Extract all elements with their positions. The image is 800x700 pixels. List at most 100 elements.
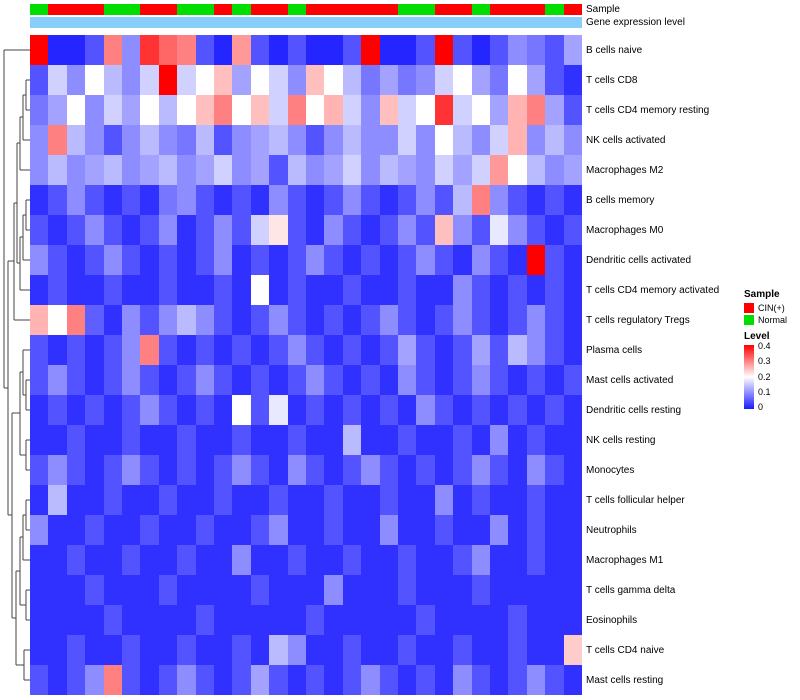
heatmap-cell bbox=[158, 455, 178, 485]
heatmap-cell bbox=[195, 575, 214, 605]
heatmap-cell bbox=[471, 425, 490, 455]
legend-level-block: Level 0.4 0.3 0.2 0.1 0 bbox=[744, 331, 787, 412]
heatmap-grid bbox=[30, 35, 582, 695]
heatmap-cell bbox=[397, 485, 417, 515]
heatmap-cell bbox=[66, 95, 86, 125]
heatmap-cell bbox=[269, 575, 288, 605]
heatmap-cell bbox=[121, 575, 141, 605]
heatmap-cell bbox=[140, 185, 159, 215]
heatmap-cell bbox=[30, 545, 49, 575]
row-label: Macrophages M2 bbox=[586, 164, 664, 176]
heatmap-cell bbox=[30, 635, 49, 665]
heatmap-cell bbox=[269, 515, 288, 545]
heatmap-cell bbox=[269, 335, 288, 365]
row-label: T cells follicular helper bbox=[586, 494, 685, 506]
heatmap-cell bbox=[305, 155, 325, 185]
heatmap-cell bbox=[195, 305, 214, 335]
heatmap-cell bbox=[324, 455, 343, 485]
heatmap-cell bbox=[30, 245, 49, 275]
heatmap-cell bbox=[489, 665, 509, 695]
heatmap-cell bbox=[158, 575, 178, 605]
heatmap-cell bbox=[30, 35, 49, 65]
heatmap-cell bbox=[526, 155, 546, 185]
heatmap-cell bbox=[195, 185, 214, 215]
heatmap-cell bbox=[453, 65, 472, 95]
heatmap-cell bbox=[508, 395, 527, 425]
heatmap-cell bbox=[30, 485, 49, 515]
heatmap-cell bbox=[563, 305, 582, 335]
heatmap-cell bbox=[85, 155, 104, 185]
heatmap-cell bbox=[250, 245, 270, 275]
heatmap-cell bbox=[305, 185, 325, 215]
heatmap-cell bbox=[103, 635, 122, 665]
heatmap-cell bbox=[526, 395, 546, 425]
heatmap-cell bbox=[489, 635, 509, 665]
row-label: T cells gamma delta bbox=[586, 584, 676, 596]
heatmap-cell bbox=[287, 365, 306, 395]
heatmap-cell bbox=[526, 485, 546, 515]
heatmap-cell bbox=[416, 335, 435, 365]
heatmap-cell bbox=[195, 395, 214, 425]
heatmap-cell bbox=[397, 185, 417, 215]
heatmap-cell bbox=[177, 605, 196, 635]
heatmap-cell bbox=[342, 575, 362, 605]
heatmap-cell bbox=[103, 665, 122, 695]
heatmap-cell bbox=[361, 35, 380, 65]
heatmap-cell bbox=[416, 545, 435, 575]
heatmap-cell bbox=[545, 215, 564, 245]
sample-annotation-segment bbox=[398, 4, 417, 15]
heatmap-cell bbox=[471, 635, 490, 665]
heatmap-cell bbox=[508, 425, 527, 455]
heatmap-cell bbox=[103, 155, 122, 185]
sample-annotation-segment bbox=[232, 4, 251, 15]
heatmap-cell bbox=[397, 515, 417, 545]
heatmap-cell bbox=[48, 65, 67, 95]
row-label: T cells regulatory Tregs bbox=[586, 314, 690, 326]
heatmap-cell bbox=[269, 395, 288, 425]
heatmap-cell bbox=[361, 515, 380, 545]
heatmap-cell bbox=[508, 335, 527, 365]
heatmap-cell bbox=[453, 365, 472, 395]
heatmap-cell bbox=[489, 545, 509, 575]
heatmap-cell bbox=[416, 215, 435, 245]
heatmap-cell bbox=[471, 485, 490, 515]
heatmap-cell bbox=[48, 185, 67, 215]
heatmap-cell bbox=[232, 215, 251, 245]
heatmap-cell bbox=[287, 575, 306, 605]
heatmap-cell bbox=[416, 425, 435, 455]
heatmap-cell bbox=[563, 95, 582, 125]
heatmap-cell bbox=[30, 665, 49, 695]
heatmap-cell bbox=[471, 35, 490, 65]
sample-annotation-segment bbox=[269, 4, 288, 15]
heatmap-cell bbox=[140, 65, 159, 95]
heatmap-cell bbox=[379, 125, 398, 155]
heatmap-cell bbox=[121, 305, 141, 335]
heatmap-cell bbox=[287, 635, 306, 665]
heatmap-cell bbox=[287, 545, 306, 575]
heatmap-cell bbox=[453, 245, 472, 275]
heatmap-cell bbox=[140, 485, 159, 515]
heatmap-cell bbox=[416, 605, 435, 635]
heatmap-cell bbox=[232, 635, 251, 665]
heatmap-cell bbox=[342, 605, 362, 635]
heatmap-cell bbox=[379, 545, 398, 575]
heatmap-cell bbox=[397, 455, 417, 485]
heatmap-cell bbox=[158, 665, 178, 695]
heatmap-cell bbox=[361, 485, 380, 515]
heatmap-cell bbox=[213, 245, 233, 275]
heatmap-cell bbox=[361, 425, 380, 455]
level-tick-label: 0.4 bbox=[758, 341, 771, 351]
heatmap-cell bbox=[416, 155, 435, 185]
heatmap-cell bbox=[324, 665, 343, 695]
heatmap-cell bbox=[545, 485, 564, 515]
heatmap-cell bbox=[526, 335, 546, 365]
row-label: Dendritic cells activated bbox=[586, 254, 692, 266]
heatmap-cell bbox=[48, 635, 67, 665]
heatmap-cell bbox=[545, 395, 564, 425]
heatmap-cell bbox=[361, 275, 380, 305]
heatmap-cell bbox=[342, 215, 362, 245]
heatmap-cell bbox=[324, 515, 343, 545]
heatmap-cell bbox=[195, 335, 214, 365]
heatmap-cell bbox=[545, 665, 564, 695]
heatmap-cell bbox=[232, 365, 251, 395]
